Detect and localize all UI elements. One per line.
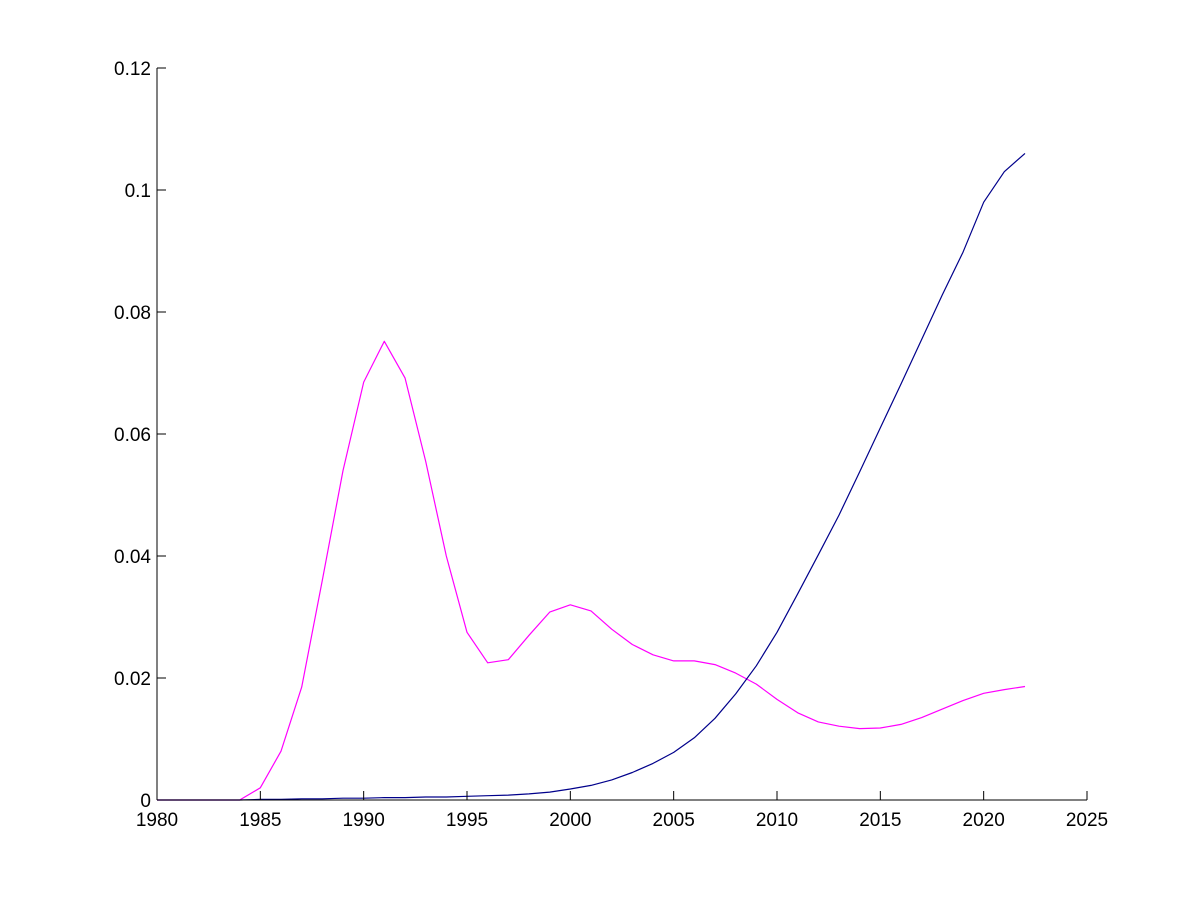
y-axis-ticks: 0 0.02 0.04 0.06 0.08 0.1 0.12: [114, 59, 166, 812]
x-tick-label: 1985: [239, 810, 281, 831]
x-tick-label: 1990: [343, 810, 385, 831]
series-layer: [157, 152, 1026, 801]
axes-layer: [156, 68, 1087, 801]
x-tick-label: 2000: [549, 810, 591, 831]
x-tick-label: 2025: [1066, 810, 1108, 831]
x-tick-label: 1980: [136, 810, 178, 831]
x-tick-label: 2005: [653, 810, 695, 831]
y-tick-label: 0.12: [114, 59, 151, 80]
series-line-1: [157, 340, 1026, 801]
y-tick-label: 0: [140, 791, 151, 812]
y-tick-label: 0.06: [114, 425, 151, 446]
y-tick-label: 0.1: [125, 181, 151, 202]
x-tick-label: 2015: [859, 810, 901, 831]
x-axis-ticks: 1980 1985 1990 1995 2000 2005 2010 2015 2020 2025: [136, 791, 1108, 831]
x-tick-label: 2010: [756, 810, 798, 831]
x-tick-label: 1995: [446, 810, 488, 831]
series-line-2: [157, 152, 1026, 801]
y-tick-label: 0.08: [114, 303, 151, 324]
y-tick-label: 0.02: [114, 669, 151, 690]
y-tick-label: 0.04: [114, 547, 151, 568]
x-tick-label: 2020: [963, 810, 1005, 831]
